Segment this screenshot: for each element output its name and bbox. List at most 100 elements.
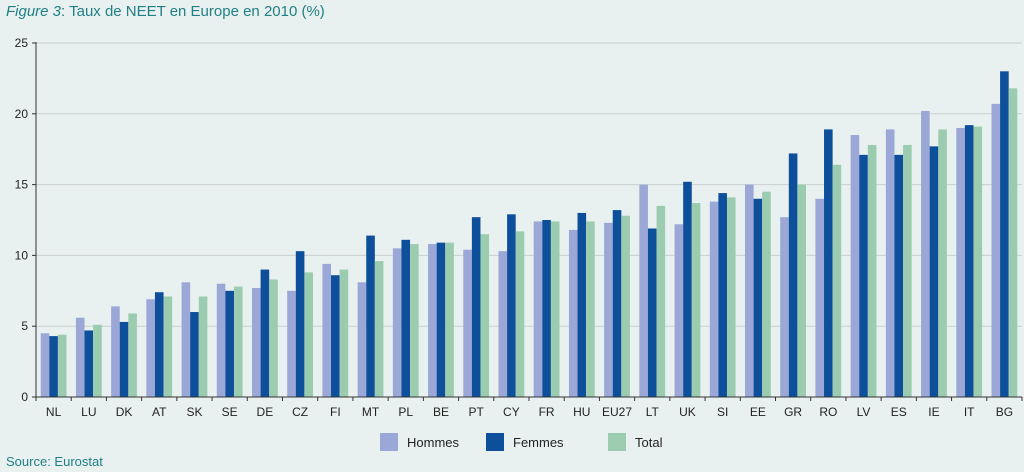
bar-hommes-it	[956, 127, 965, 398]
bar-hommes-pl	[392, 248, 402, 397]
x-tick-label: CY	[503, 405, 520, 419]
bar-hommes-at	[146, 299, 155, 397]
bar-femmes-es	[894, 154, 904, 397]
bar-total-pt	[480, 234, 490, 397]
bar-femmes-ro	[824, 129, 833, 397]
x-tick-label: DE	[257, 405, 274, 419]
bar-femmes-fr	[542, 220, 551, 397]
bar-total-fr	[550, 221, 560, 397]
bar-femmes-se	[225, 290, 234, 397]
bar-total-hu	[586, 221, 595, 397]
y-tick-label: 10	[15, 248, 29, 262]
legend-swatch-total	[608, 433, 626, 451]
bar-hommes-nl	[40, 333, 50, 397]
x-tick-label: FR	[539, 405, 555, 419]
y-tick-label: 5	[21, 319, 28, 333]
bar-hommes-ro	[815, 198, 825, 397]
y-tick-label: 0	[21, 390, 28, 404]
bars	[40, 71, 1018, 398]
bar-hommes-pt	[463, 249, 472, 397]
figure-title: Figure 3: Taux de NEET en Europe en 2010…	[6, 3, 325, 20]
bar-femmes-ie	[929, 146, 939, 397]
x-tick-label: FI	[330, 405, 341, 419]
x-tick-label: NL	[46, 405, 62, 419]
bar-femmes-at	[154, 292, 164, 397]
bar-femmes-fi	[331, 275, 340, 397]
x-tick-label: MT	[362, 405, 380, 419]
x-tick-label: DK	[116, 405, 133, 419]
legend-label-femmes: Femmes	[513, 435, 564, 450]
bar-hommes-be	[428, 244, 437, 397]
bar-total-ie	[938, 129, 947, 397]
x-tick-labels: NL LU DK AT SK SE DE CZ FI MT PL BE PT CY FR HU EU27 LT UK…	[46, 405, 1013, 419]
bar-total-at	[163, 296, 173, 397]
bar-femmes-si	[718, 193, 727, 397]
bar-hommes-hu	[568, 229, 578, 397]
bar-total-sk	[198, 296, 208, 397]
bar-femmes-gr	[788, 153, 798, 397]
bar-femmes-lu	[84, 330, 94, 397]
bar-femmes-cy	[507, 214, 516, 397]
x-tick-label: LT	[646, 405, 660, 419]
bar-hommes-uk	[674, 224, 684, 397]
bar-hommes-de	[251, 287, 261, 397]
bar-hommes-fi	[322, 263, 332, 397]
bar-femmes-de	[260, 269, 270, 397]
bar-hommes-dk	[111, 306, 120, 397]
bar-total-fi	[339, 269, 349, 397]
bar-femmes-nl	[49, 336, 58, 397]
bar-total-be	[445, 242, 454, 397]
legend-swatch-femmes	[486, 433, 504, 451]
bar-total-dk	[128, 313, 137, 397]
bar-femmes-be	[436, 242, 446, 397]
y-tick-label: 15	[15, 178, 29, 192]
bar-total-se	[233, 286, 243, 397]
bar-femmes-pt	[471, 217, 481, 397]
bar-hommes-cy	[498, 251, 508, 397]
legend-swatch-hommes	[380, 433, 398, 451]
bar-femmes-mt	[366, 235, 375, 397]
bar-hommes-lt	[639, 184, 648, 397]
bar-total-lt	[656, 205, 666, 397]
bar-femmes-hu	[577, 212, 587, 397]
x-tick-label: AT	[152, 405, 167, 419]
bar-femmes-ee	[753, 198, 763, 397]
source-note: Source: Eurostat	[6, 454, 103, 469]
bar-hommes-fr	[533, 221, 543, 397]
bar-femmes-lt	[647, 228, 657, 397]
y-tick-label: 25	[15, 36, 29, 50]
bar-total-cz	[304, 272, 314, 397]
bar-femmes-lv	[859, 154, 868, 397]
x-tick-label: GR	[784, 405, 802, 419]
x-tick-label: BG	[996, 405, 1013, 419]
bar-hommes-ie	[921, 110, 930, 397]
y-tick-label: 20	[15, 107, 29, 121]
x-tick-label: PL	[398, 405, 413, 419]
legend-label-total: Total	[635, 435, 663, 450]
x-tick-label: SI	[717, 405, 728, 419]
x-tick-label: IE	[928, 405, 939, 419]
bar-hommes-se	[216, 283, 226, 397]
x-tick-label: SK	[186, 405, 202, 419]
bar-total-gr	[797, 184, 807, 397]
bar-femmes-it	[964, 125, 974, 398]
bar-femmes-bg	[1000, 71, 1009, 397]
bar-total-bg	[1008, 88, 1018, 397]
legend: Hommes Femmes Total	[380, 433, 663, 451]
bar-femmes-eu27	[612, 210, 622, 397]
x-tick-label: PT	[469, 405, 485, 419]
bar-hommes-bg	[991, 103, 1001, 397]
x-tick-label: LV	[857, 405, 871, 419]
x-tick-label: RO	[819, 405, 837, 419]
bar-total-mt	[374, 261, 384, 397]
y-tick-labels: 0 5 10 15 20 25	[15, 36, 29, 404]
x-tick-label: EU27	[602, 405, 632, 419]
bar-hommes-es	[885, 129, 895, 397]
bar-hommes-lu	[75, 317, 85, 397]
bar-femmes-pl	[401, 239, 411, 397]
bar-hommes-si	[709, 201, 719, 397]
bar-hommes-ee	[744, 184, 754, 397]
bar-total-ro	[832, 164, 842, 397]
bar-femmes-cz	[295, 251, 305, 397]
